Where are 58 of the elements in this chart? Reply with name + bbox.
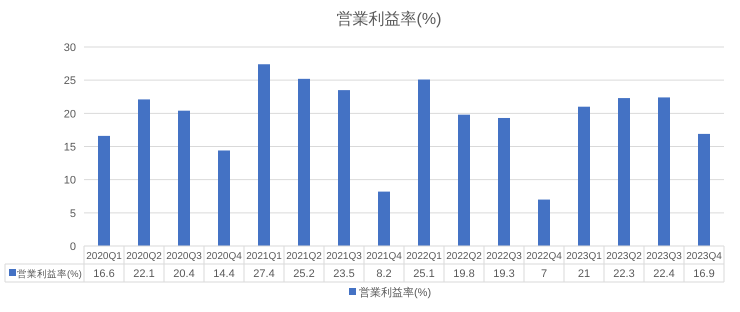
- x-tick-label: 2020Q4: [206, 251, 242, 262]
- data-label: 16.6: [93, 268, 115, 280]
- bar: [698, 134, 710, 246]
- bar: [618, 98, 630, 246]
- bar: [658, 97, 670, 246]
- x-tick-label: 2021Q1: [246, 251, 282, 262]
- data-label: 19.8: [453, 268, 475, 280]
- bar: [378, 192, 390, 246]
- x-tick-label: 2022Q2: [446, 251, 482, 262]
- x-tick-label: 2020Q3: [166, 251, 202, 262]
- bar: [578, 106, 590, 246]
- data-label: 21: [578, 268, 590, 280]
- y-tick-label: 20: [64, 108, 76, 120]
- bar: [218, 150, 230, 246]
- y-tick-label: 30: [64, 42, 76, 54]
- x-tick-label: 2021Q2: [286, 251, 322, 262]
- x-tick-label: 2022Q1: [406, 251, 442, 262]
- chart-title: 営業利益率(%): [336, 10, 442, 28]
- x-tick-label: 2023Q2: [606, 251, 642, 262]
- x-tick-label: 2022Q3: [486, 251, 522, 262]
- data-label: 27.4: [253, 268, 275, 280]
- x-tick-label: 2021Q3: [326, 251, 362, 262]
- x-tick-label: 2020Q2: [126, 251, 162, 262]
- bar: [338, 90, 350, 246]
- data-label: 23.5: [333, 268, 355, 280]
- data-label: 8.2: [376, 268, 392, 280]
- bar: [138, 99, 150, 246]
- x-tick-label: 2023Q1: [566, 251, 602, 262]
- x-tick-label: 2023Q3: [646, 251, 682, 262]
- data-label: 7: [540, 268, 548, 280]
- bar: [458, 114, 470, 246]
- x-tick-label: 2021Q4: [366, 251, 402, 262]
- bar: [418, 80, 430, 246]
- data-label: 14.4: [213, 268, 235, 280]
- data-label: 25.2: [293, 268, 315, 280]
- bar: [98, 136, 110, 246]
- data-label: 22.3: [613, 268, 635, 280]
- data-label: 16.9: [693, 268, 715, 280]
- data-label: 20.4: [173, 268, 195, 280]
- x-tick-label: 2023Q4: [686, 251, 722, 262]
- bar: [258, 64, 270, 246]
- y-tick-label: 15: [64, 142, 76, 154]
- y-tick-label: 10: [64, 174, 76, 187]
- data-label: 25.1: [413, 268, 435, 280]
- data-label: 22.4: [653, 268, 675, 280]
- x-tick-label: 2020Q1: [86, 251, 122, 262]
- bar: [178, 110, 190, 246]
- legend-label: 営業利益率(%): [17, 268, 82, 280]
- x-tick-label: 2022Q4: [526, 251, 562, 262]
- y-tick-label: 5: [70, 208, 76, 220]
- text: 営業利益率(%): [359, 287, 432, 299]
- y-tick-label: 25: [64, 75, 76, 88]
- y-tick-label: 0: [70, 241, 76, 253]
- data-label: 22.1: [133, 268, 155, 280]
- bar: [298, 78, 310, 246]
- data-label: 19.3: [493, 268, 515, 280]
- bar: [538, 200, 550, 246]
- bar: [498, 118, 510, 246]
